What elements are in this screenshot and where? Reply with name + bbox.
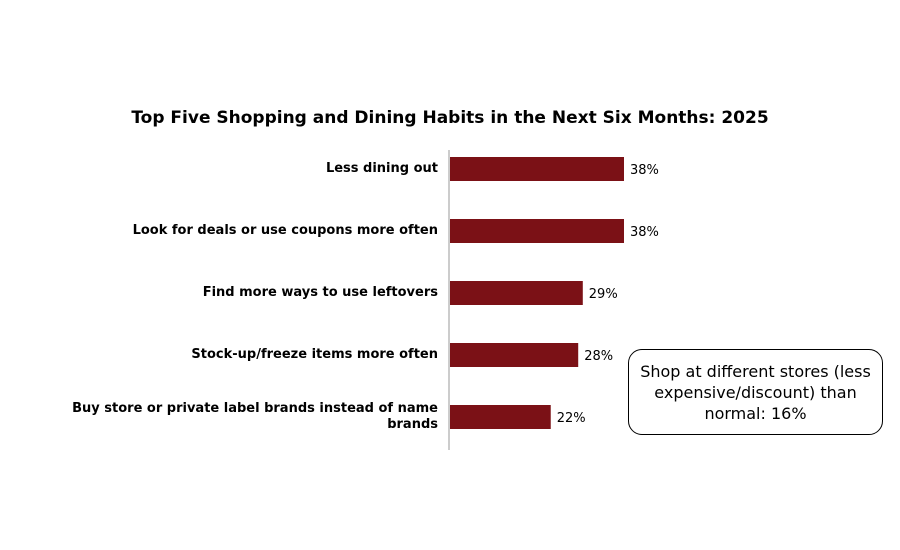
value-label: 38% bbox=[630, 225, 659, 240]
value-label: 22% bbox=[557, 411, 586, 426]
category-label: Stock-up/freeze items more often bbox=[191, 347, 438, 362]
bar bbox=[450, 219, 624, 243]
bar bbox=[450, 157, 624, 181]
category-label: Buy store or private label brands instea… bbox=[72, 401, 438, 432]
category-label: Look for deals or use coupons more often bbox=[132, 223, 438, 238]
category-label: Find more ways to use leftovers bbox=[202, 285, 438, 300]
bar bbox=[450, 281, 583, 305]
value-label: 29% bbox=[589, 287, 618, 302]
chart-title: Top Five Shopping and Dining Habits in t… bbox=[131, 108, 769, 128]
bar bbox=[450, 405, 551, 429]
category-label: Less dining out bbox=[325, 161, 438, 176]
callout-box: Shop at different stores (less expensive… bbox=[628, 349, 883, 435]
bar bbox=[450, 343, 579, 367]
callout-text: Shop at different stores (less expensive… bbox=[640, 361, 871, 423]
value-label: 38% bbox=[630, 163, 659, 178]
value-label: 28% bbox=[584, 349, 613, 364]
